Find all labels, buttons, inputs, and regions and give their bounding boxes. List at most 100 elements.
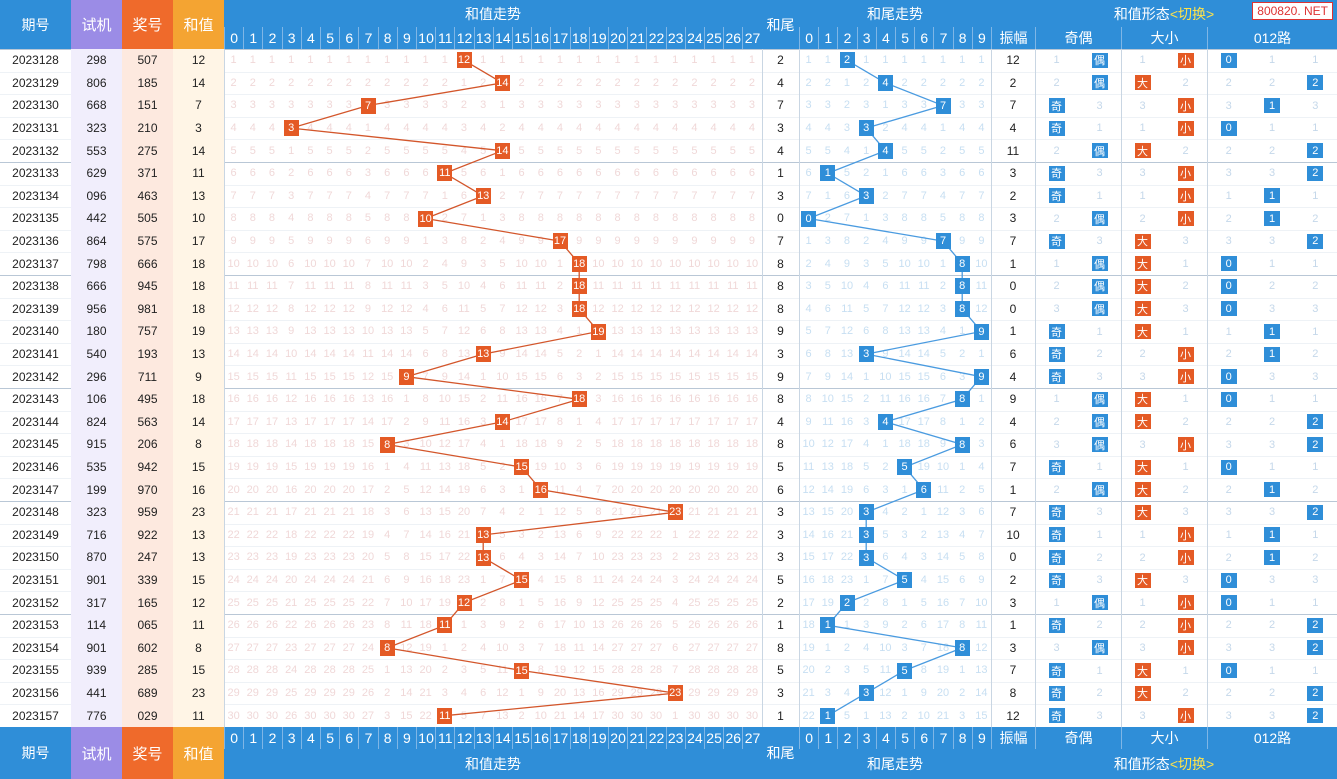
- sum-miss-count: 22: [707, 528, 720, 541]
- sum-miss-count: 22: [361, 596, 375, 609]
- road012-mark-miss: 2: [1312, 348, 1319, 361]
- tail-miss-count: 21: [936, 709, 950, 722]
- sum-miss-count: 12: [688, 302, 701, 315]
- sum-miss-count: 8: [576, 212, 583, 225]
- tail-miss-count: 7: [920, 189, 927, 202]
- sum-miss-count: 1: [384, 461, 391, 474]
- sum-miss-count: 23: [246, 551, 259, 564]
- sum-miss-count: 4: [326, 122, 333, 135]
- road012-mark-miss: 2: [1312, 212, 1319, 225]
- sum-miss-count: 27: [342, 641, 355, 654]
- sum-miss-count: 20: [707, 483, 720, 496]
- sum-miss-count: 3: [576, 370, 583, 383]
- sum-miss-count: 2: [230, 76, 237, 89]
- tail-miss-count: 13: [936, 528, 950, 541]
- prize-cell: 689: [122, 681, 173, 705]
- sum-miss-count: 1: [403, 54, 410, 67]
- tail-marker: 8: [954, 278, 970, 295]
- sum-miss-count: 6: [307, 167, 314, 180]
- sum-cell: 16: [173, 478, 224, 501]
- sum-miss-count: 18: [285, 528, 298, 541]
- tail-miss-count: 8: [843, 235, 851, 248]
- sum-cell: 18: [173, 297, 224, 321]
- tail-marker: 7: [935, 97, 951, 114]
- sum-miss-count: 23: [304, 551, 317, 564]
- tail-miss-count: 3: [805, 99, 812, 112]
- sum-miss-count: 28: [745, 664, 759, 677]
- sum-miss-count: 12: [745, 302, 759, 315]
- sum-miss-count: 9: [614, 235, 621, 248]
- sum-miss-count: 23: [726, 551, 739, 564]
- odd-even-mark: 奇: [1048, 685, 1065, 701]
- sum-cell: 18: [173, 252, 224, 275]
- sum-miss-count: 18: [649, 438, 663, 451]
- sum-miss-count: 8: [403, 212, 410, 225]
- form-switch-link[interactable]: <切换>: [1169, 5, 1215, 22]
- tail-miss-count: 4: [901, 122, 908, 135]
- sum-miss-count: 17: [227, 415, 240, 428]
- sum-miss-count: 6: [403, 506, 410, 519]
- sum-miss-count: 1: [576, 415, 583, 428]
- big-small-mark: 小: [1177, 437, 1194, 452]
- sum-miss-count: 21: [304, 506, 317, 519]
- sum-miss-count: 2: [441, 76, 448, 89]
- sum-miss-count: 13: [227, 325, 240, 338]
- form-switch-link[interactable]: <切换>: [1169, 756, 1215, 772]
- tail-miss-count: 1: [978, 348, 985, 361]
- tail-cell: 4: [777, 143, 784, 158]
- footer-sum-col: 17: [550, 727, 570, 749]
- sum-miss-count: 26: [227, 619, 240, 632]
- road012-mark-miss: 2: [1312, 551, 1319, 564]
- sum-miss-count: 1: [480, 574, 487, 587]
- amplitude-cell: 3: [1009, 211, 1017, 226]
- site-watermark: 800820. NET: [1252, 2, 1333, 20]
- tail-miss-count: 2: [920, 528, 927, 541]
- sum-miss-count: 20: [285, 574, 298, 587]
- road012-mark: 0: [1220, 369, 1237, 385]
- sum-miss-count: 14: [573, 709, 586, 722]
- sum-miss-count: 29: [323, 687, 336, 700]
- sum-miss-count: 2: [537, 528, 544, 541]
- sum-miss-count: 9: [249, 235, 256, 248]
- sum-miss-count: 3: [441, 235, 448, 248]
- sum-miss-count: 6: [652, 167, 660, 180]
- sum-miss-count: 9: [422, 415, 429, 428]
- big-small-mark: 小: [1177, 550, 1194, 565]
- header-odd-even: 奇偶: [1035, 27, 1121, 49]
- sum-miss-count: 2: [576, 348, 583, 361]
- sum-miss-count: 1: [480, 212, 487, 225]
- tail-miss-count: 10: [898, 257, 911, 270]
- sum-miss-count: 6: [595, 461, 602, 474]
- sum-miss-count: 9: [556, 438, 564, 451]
- tail-miss-count: 1: [824, 641, 831, 654]
- footer-sum-col: 24: [684, 727, 704, 749]
- prize-cell: 505: [122, 207, 173, 230]
- sum-miss-count: 29: [342, 687, 355, 700]
- tail-miss-count: 7: [939, 393, 947, 406]
- footer-tail-col: 8: [952, 727, 972, 749]
- tail-miss-count: 9: [824, 370, 831, 383]
- big-small-mark-miss: 1: [1139, 189, 1146, 202]
- sum-miss-count: 23: [630, 551, 643, 564]
- tail-miss-count: 12: [821, 438, 834, 451]
- tail-miss-count: 1: [805, 54, 812, 67]
- sum-miss-count: 17: [688, 415, 701, 428]
- sum-miss-count: 13: [669, 325, 682, 338]
- sum-miss-count: 4: [384, 122, 391, 135]
- odd-even-mark-miss: 1: [1096, 325, 1103, 338]
- sum-miss-count: 15: [669, 370, 682, 383]
- sum-miss-count: 2: [384, 76, 391, 89]
- tail-miss-count: 8: [959, 212, 966, 225]
- sum-miss-count: 17: [342, 415, 355, 428]
- trial-cell: 323: [71, 116, 122, 140]
- amplitude-cell: 9: [1009, 392, 1017, 407]
- tail-miss-count: 1: [939, 257, 947, 270]
- road012-mark: 0: [1220, 663, 1237, 678]
- header-sum-col: 4: [300, 27, 320, 49]
- sum-miss-count: 12: [630, 302, 643, 315]
- trial-cell: 441: [71, 681, 122, 705]
- sum-miss-count: 13: [246, 325, 259, 338]
- sum-miss-count: 8: [576, 574, 583, 587]
- tail-miss-count: 12: [879, 687, 892, 700]
- sum-miss-count: 23: [342, 551, 355, 564]
